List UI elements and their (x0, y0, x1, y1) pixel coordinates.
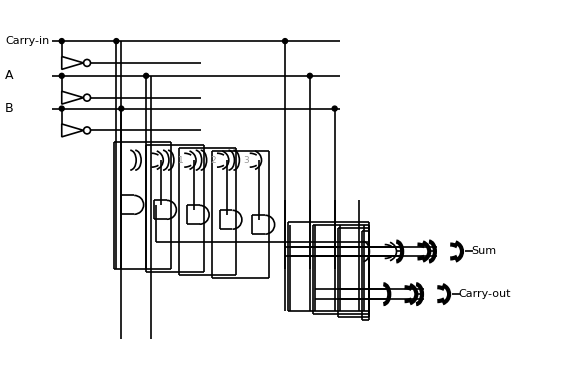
Circle shape (144, 73, 148, 78)
Text: Sum: Sum (472, 246, 497, 256)
Text: A: A (5, 69, 13, 83)
Circle shape (119, 106, 124, 111)
Text: Carry-in: Carry-in (5, 36, 50, 46)
Text: 3: 3 (243, 156, 249, 165)
Circle shape (307, 73, 312, 78)
Text: B: B (5, 102, 14, 115)
Circle shape (59, 106, 64, 111)
Circle shape (114, 38, 119, 44)
Text: 1: 1 (178, 156, 183, 165)
Text: Carry-out: Carry-out (459, 289, 511, 299)
Circle shape (283, 38, 287, 44)
Circle shape (59, 73, 64, 78)
Circle shape (59, 38, 64, 44)
Text: 2: 2 (211, 156, 216, 165)
Circle shape (332, 106, 337, 111)
